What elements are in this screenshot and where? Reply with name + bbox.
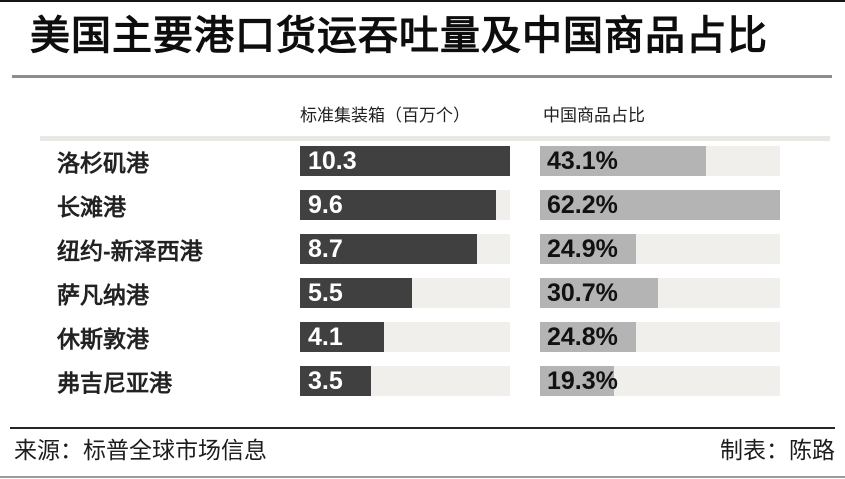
footer: 来源：标普全球市场信息 制表：陈路: [14, 429, 835, 464]
share-bar-track: 62.2%: [540, 190, 780, 220]
teu-bar-track: 5.5: [300, 278, 510, 308]
teu-bar-track: 10.3: [300, 146, 510, 176]
credit-text: 制表：陈路: [720, 438, 835, 464]
share-bar: 19.3%: [540, 366, 618, 396]
share-bar-track: 24.8%: [540, 322, 780, 352]
port-row: 弗吉尼亚港 3.5 19.3%: [0, 366, 845, 396]
teu-bar-track: 8.7: [300, 234, 510, 264]
teu-bar-track: 4.1: [300, 322, 510, 352]
port-row: 长滩港 9.6 62.2%: [0, 190, 845, 220]
source-text: 来源：标普全球市场信息: [14, 438, 267, 464]
port-name: 弗吉尼亚港: [57, 370, 172, 396]
port-row: 休斯敦港 4.1 24.8%: [0, 322, 845, 352]
teu-bar: 3.5: [300, 366, 372, 396]
chart-rows: 洛杉矶港 10.3 43.1% 长滩港 9.6 62.2% 纽约-新泽西港: [0, 146, 845, 396]
share-bar-track: 43.1%: [540, 146, 780, 176]
teu-bar: 10.3: [300, 146, 510, 176]
teu-value: 8.7: [308, 235, 343, 263]
port-name: 纽约-新泽西港: [57, 238, 203, 264]
share-bar-track: 19.3%: [540, 366, 780, 396]
port-name: 长滩港: [57, 194, 126, 220]
teu-value: 4.1: [308, 323, 343, 351]
share-value: 24.9%: [547, 235, 618, 263]
footer-divider: [10, 427, 835, 429]
share-bar: 43.1%: [540, 146, 707, 176]
share-value: 19.3%: [547, 367, 618, 395]
share-value: 30.7%: [547, 279, 618, 307]
teu-bar: 9.6: [300, 190, 496, 220]
teu-bar-track: 3.5: [300, 366, 510, 396]
share-bar-track: 24.9%: [540, 234, 780, 264]
column-headers: 标准集装箱（百万个） 中国商品占比: [300, 105, 830, 127]
share-bar: 62.2%: [540, 190, 780, 220]
share-bar-track: 30.7%: [540, 278, 780, 308]
teu-bar: 8.7: [300, 234, 478, 264]
bottom-border: [0, 476, 845, 478]
top-border: [0, 0, 845, 2]
port-row: 洛杉矶港 10.3 43.1%: [0, 146, 845, 176]
teu-bar-track: 9.6: [300, 190, 510, 220]
teu-value: 9.6: [308, 191, 343, 219]
share-bar: 24.9%: [540, 234, 637, 264]
teu-value: 3.5: [308, 367, 343, 395]
page-title: 美国主要港口货运吞吐量及中国商品占比: [30, 12, 768, 59]
port-row: 萨凡纳港 5.5 30.7%: [0, 278, 845, 308]
share-value: 24.8%: [547, 323, 618, 351]
share-value: 43.1%: [547, 147, 618, 175]
teu-bar: 4.1: [300, 322, 384, 352]
teu-value: 5.5: [308, 279, 343, 307]
port-name: 洛杉矶港: [57, 150, 149, 176]
column-header-teu: 标准集装箱（百万个）: [300, 106, 470, 125]
share-value: 62.2%: [547, 191, 618, 219]
teu-value: 10.3: [308, 147, 357, 175]
port-name: 萨凡纳港: [57, 282, 149, 308]
share-bar: 30.7%: [540, 278, 659, 308]
teu-bar: 5.5: [300, 278, 413, 308]
title-divider: [12, 75, 832, 78]
column-header-china-share: 中国商品占比: [543, 106, 645, 125]
port-name: 休斯敦港: [57, 326, 149, 352]
share-bar: 24.8%: [540, 322, 636, 352]
chart-top-divider: [40, 136, 830, 141]
port-row: 纽约-新泽西港 8.7 24.9%: [0, 234, 845, 264]
